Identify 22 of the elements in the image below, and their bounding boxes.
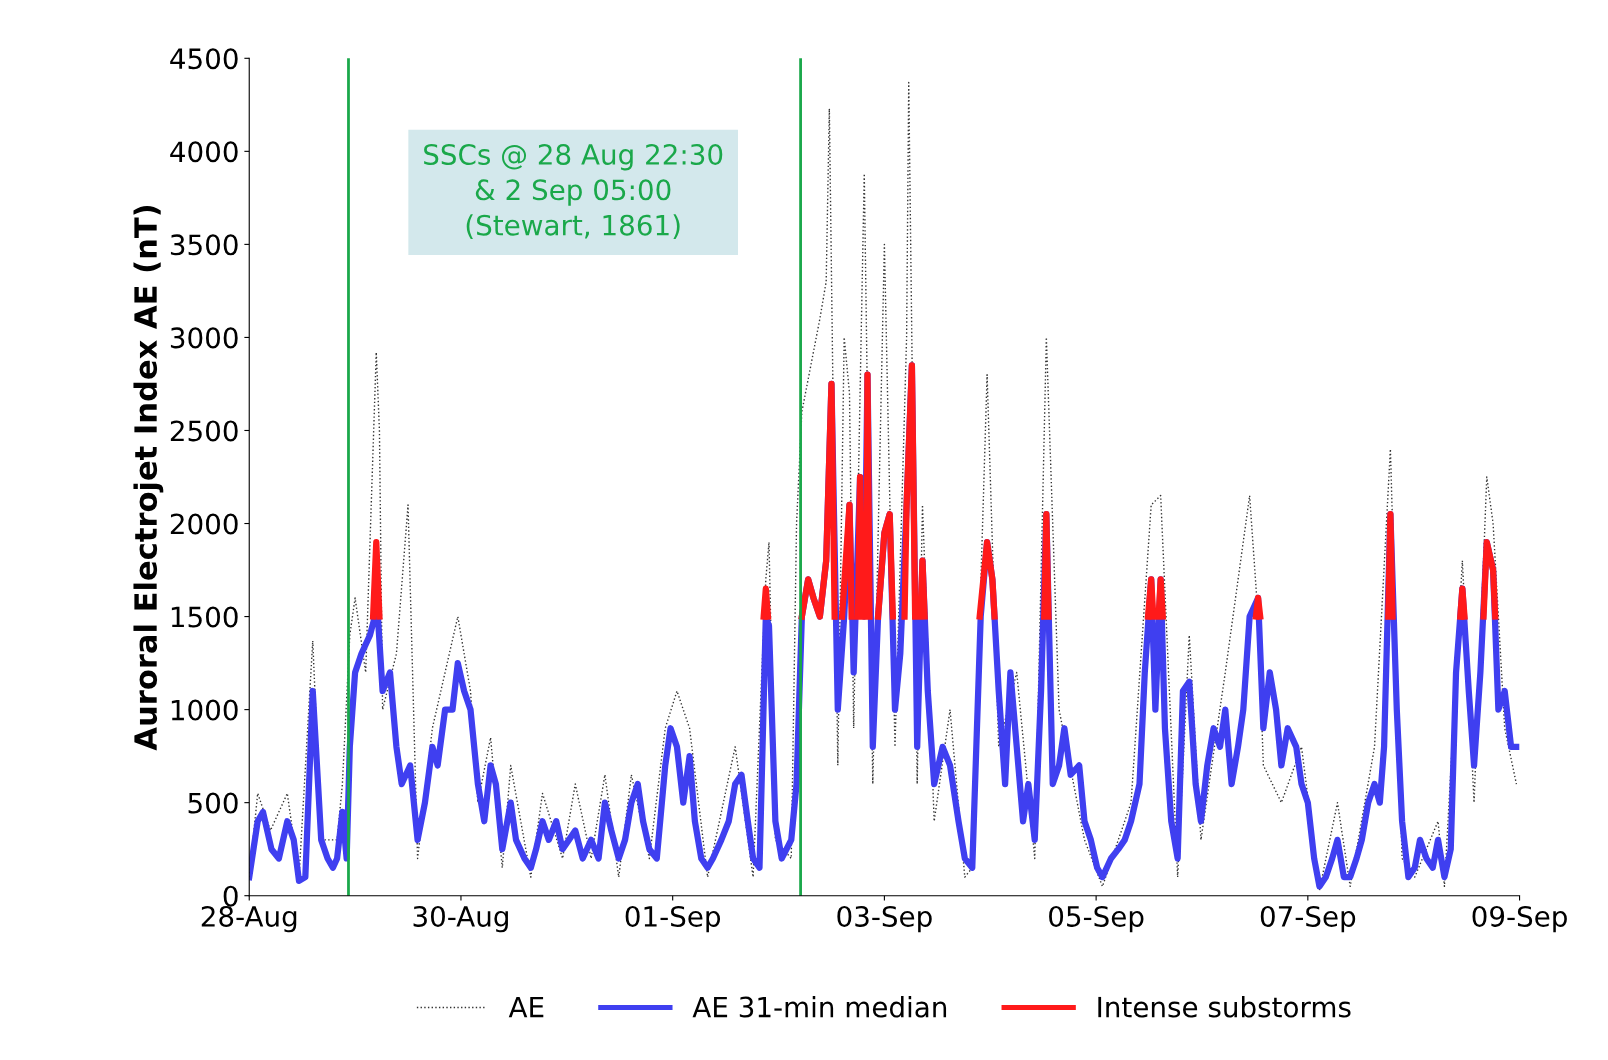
- y-axis-title: Auroral Electrojet Index AE (nT): [133, 205, 164, 751]
- legend-label: Intense substorms: [1098, 996, 1351, 1018]
- x-tick-label: 05-Sep: [1049, 905, 1144, 933]
- x-tick-label: 01-Sep: [625, 905, 721, 933]
- x-tick-label: 28-Aug: [201, 905, 297, 933]
- x-tick-label: 03-Sep: [837, 905, 932, 933]
- legend-label: AE: [508, 996, 544, 1018]
- y-tick-label: 4500: [170, 48, 238, 70]
- y-tick-label: 3500: [170, 234, 238, 256]
- legend-label: AE 31-min median: [692, 996, 947, 1018]
- y-tick-label: 1500: [171, 606, 238, 628]
- y-tick-label: 2500: [170, 420, 238, 442]
- x-tick-label: 30-Aug: [413, 905, 508, 933]
- y-tick-label: 0: [223, 885, 238, 907]
- y-tick-label: 3000: [170, 327, 238, 349]
- x-tick-label: 09-Sep: [1472, 905, 1567, 933]
- y-tick-label: 4000: [170, 141, 238, 163]
- y-tick-label: 500: [188, 792, 238, 814]
- y-tick-label: 2000: [170, 513, 238, 535]
- annotation: SSCs @ 28 Aug 22:30 & 2 Sep 05:00 (Stewart, 1861): [424, 144, 723, 239]
- x-tick-label: 07-Sep: [1260, 905, 1356, 933]
- y-tick-label: 1000: [171, 699, 238, 721]
